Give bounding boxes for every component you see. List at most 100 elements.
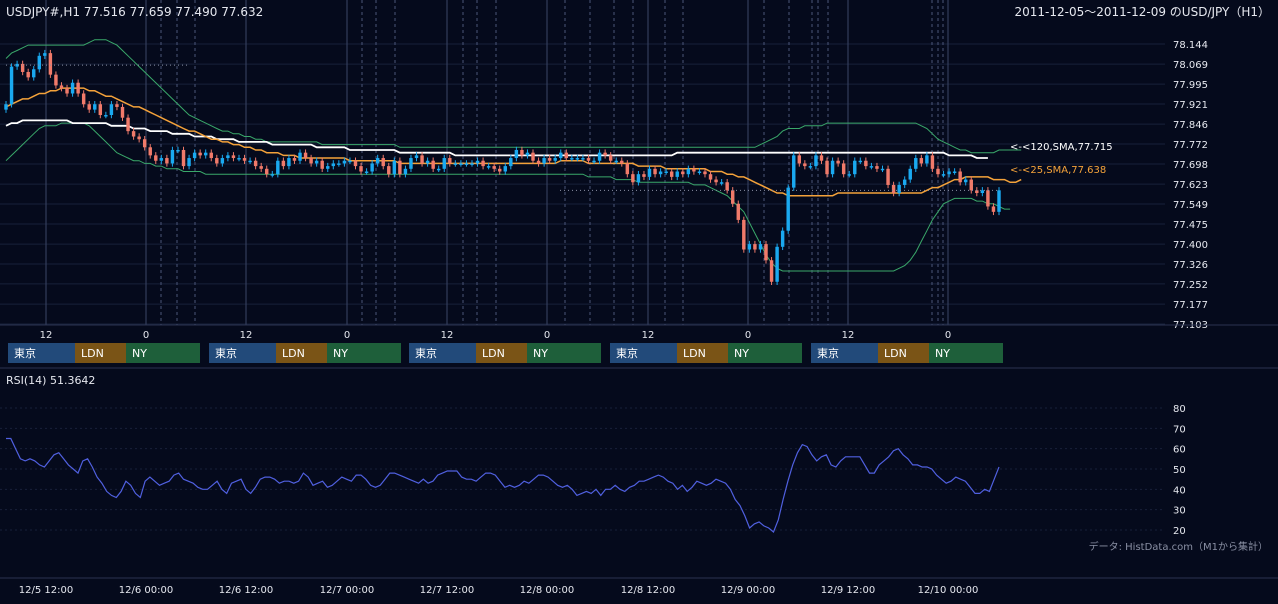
- candle-body: [93, 104, 97, 110]
- candle-body: [997, 190, 1001, 212]
- candle-body: [775, 246, 779, 282]
- candle-body: [187, 158, 191, 167]
- session-segment: [610, 343, 677, 363]
- candle-body: [331, 163, 336, 167]
- candle-body: [891, 184, 896, 194]
- candle-body: [542, 158, 546, 164]
- candle-body: [897, 184, 901, 194]
- rsi-grid: [0, 407, 1165, 531]
- candle-body: [980, 190, 985, 194]
- candle-body: [481, 160, 485, 167]
- date-tick-label: 12/9 00:00: [721, 585, 775, 596]
- candle-body: [65, 88, 69, 94]
- candle-body: [448, 158, 452, 164]
- rsi-series: [6, 437, 1000, 533]
- candle-body: [381, 158, 385, 167]
- candle-body: [864, 160, 868, 167]
- price-tick-label: 77.549: [1173, 200, 1208, 211]
- rsi-axis: 80 70 60 50 40 30 20: [1173, 404, 1186, 537]
- candle-body: [886, 168, 890, 185]
- rsi-tick-label: 50: [1173, 465, 1186, 476]
- candle-body: [409, 158, 413, 169]
- chart-title: 2011-12-05～2011-12-09 のUSD/JPY（H1）: [1015, 5, 1270, 19]
- session-segment: [677, 343, 728, 363]
- date-tick-label: 12/5 12:00: [19, 585, 73, 596]
- price-tick-label: 78.144: [1173, 40, 1208, 51]
- session-label: 東京: [817, 346, 839, 360]
- candle-body: [470, 163, 474, 165]
- candle-body: [703, 171, 707, 175]
- candle-body: [314, 160, 319, 164]
- rsi-tick-label: 20: [1173, 526, 1186, 537]
- candle-body: [442, 158, 446, 169]
- candle-body: [919, 158, 924, 164]
- candle-body: [98, 104, 103, 116]
- date-axis: 12/5 12:00 12/6 00:00 12/6 12:00 12/7 00:00…: [19, 585, 979, 596]
- candle-body: [608, 155, 613, 161]
- candle-body: [120, 106, 125, 118]
- candle-body: [104, 115, 108, 117]
- candle-body: [869, 166, 874, 168]
- session-segment: [327, 343, 401, 363]
- price-tick-label: 77.177: [1173, 300, 1208, 311]
- candle-body: [636, 174, 641, 183]
- price-tick-label: 77.623: [1173, 180, 1208, 191]
- candle-body: [420, 155, 424, 164]
- candle-body: [963, 179, 968, 183]
- candle-body: [925, 155, 929, 164]
- candle-body: [753, 244, 757, 250]
- candle-body: [553, 158, 557, 161]
- candle-body: [115, 104, 119, 107]
- date-tick-label: 12/8 00:00: [520, 585, 574, 596]
- candle-body: [908, 168, 912, 180]
- sma120-label: <-<120,SMA,77.715: [1010, 142, 1113, 153]
- candle-body: [226, 155, 230, 159]
- candle-body: [814, 155, 818, 167]
- candle-body: [126, 117, 130, 132]
- candle-body: [581, 158, 585, 160]
- candle-body: [592, 160, 596, 163]
- candle-body: [947, 171, 951, 175]
- hour-axis: 12 0 12 0 12 0 12 0 12 0: [40, 330, 952, 341]
- session-bar: 東京 LDN NY 東京 LDN NY 東京 LDN NY 東京 LDN NY 東京 LDN NY: [8, 343, 1003, 363]
- candle-body: [326, 166, 330, 169]
- candle-body: [370, 163, 374, 172]
- candle-body: [664, 171, 668, 173]
- candle-body: [148, 147, 152, 156]
- date-tick-label: 12/10 00:00: [918, 585, 979, 596]
- candle-body: [9, 66, 14, 105]
- candle-body: [492, 166, 496, 169]
- candle-body: [43, 53, 47, 56]
- date-tick-label: 12/6 00:00: [119, 585, 173, 596]
- candle-body: [520, 149, 524, 156]
- candle-body: [87, 104, 91, 110]
- candle-body: [265, 168, 269, 175]
- session-segment: [276, 343, 327, 363]
- candle-body: [681, 171, 685, 175]
- price-series: [4, 39, 1022, 285]
- candle-body: [320, 160, 324, 169]
- candle-body: [575, 158, 580, 160]
- date-tick-label: 12/6 12:00: [219, 585, 273, 596]
- candle-body: [975, 190, 979, 194]
- candle-body: [669, 171, 674, 177]
- rsi-tick-label: 30: [1173, 506, 1186, 517]
- candle-body: [653, 168, 657, 175]
- candle-body: [570, 158, 574, 160]
- candle-body: [675, 171, 679, 177]
- rsi-line: [6, 437, 1000, 533]
- candle-body: [769, 260, 774, 282]
- candle-body: [54, 74, 58, 86]
- candle-body: [348, 160, 352, 163]
- candle-body: [614, 160, 618, 163]
- session-segment: [8, 343, 75, 363]
- hour-tick-label: 12: [441, 330, 454, 341]
- candle-body: [4, 104, 8, 110]
- price-tick-label: 78.069: [1173, 60, 1208, 71]
- hour-tick-label: 12: [40, 330, 53, 341]
- candle-body: [20, 63, 25, 72]
- candle-body: [808, 166, 813, 168]
- candle-body: [503, 166, 507, 172]
- price-tick-label: 77.400: [1173, 240, 1208, 251]
